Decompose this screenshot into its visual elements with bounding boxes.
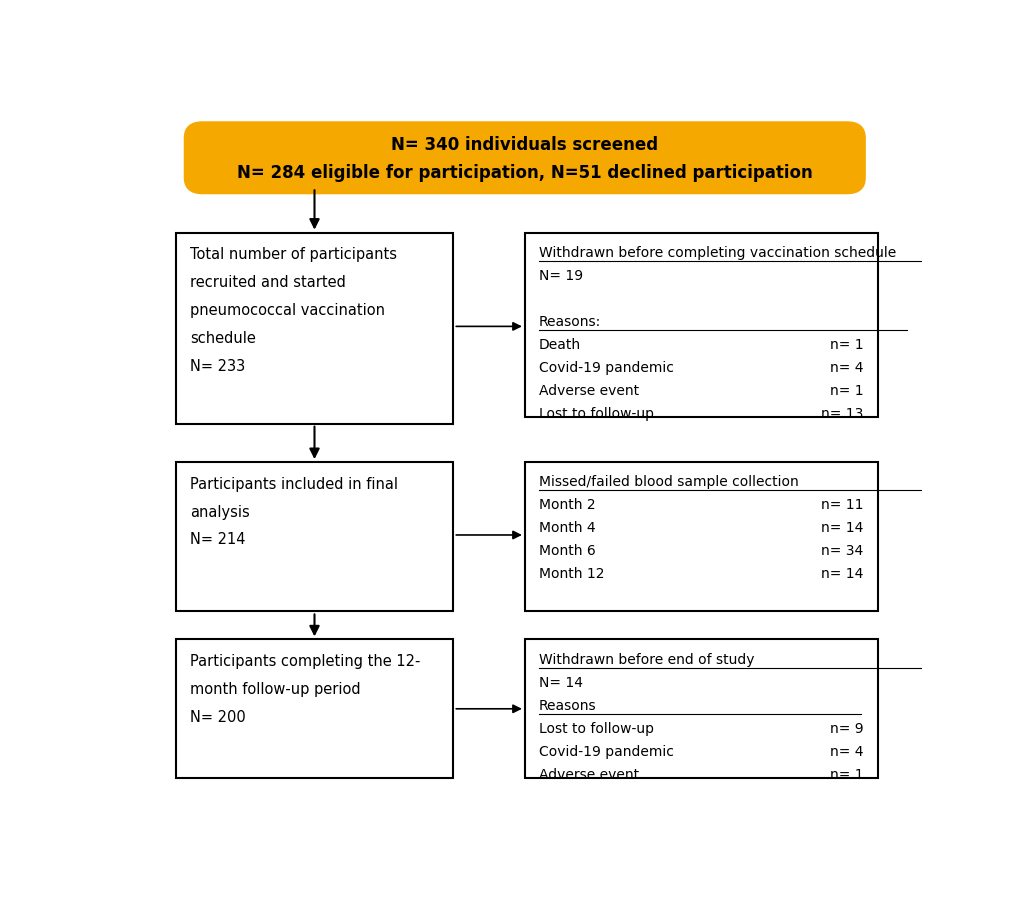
Text: Reasons:: Reasons: <box>539 315 601 328</box>
Text: n= 34: n= 34 <box>821 544 863 557</box>
FancyBboxPatch shape <box>176 234 454 424</box>
Text: n= 13: n= 13 <box>821 406 863 420</box>
Text: Month 12: Month 12 <box>539 566 604 581</box>
Text: analysis: analysis <box>189 504 250 520</box>
Text: Missed/failed blood sample collection: Missed/failed blood sample collection <box>539 475 799 489</box>
FancyBboxPatch shape <box>185 124 864 194</box>
Text: N= 284 eligible for participation, N=51 declined participation: N= 284 eligible for participation, N=51 … <box>237 163 813 181</box>
Text: Covid-19 pandemic: Covid-19 pandemic <box>539 361 674 374</box>
Text: n= 14: n= 14 <box>821 566 863 581</box>
Text: N= 200: N= 200 <box>189 709 246 724</box>
Text: Covid-19 pandemic: Covid-19 pandemic <box>539 744 674 758</box>
Text: Lost to follow-up: Lost to follow-up <box>539 406 654 420</box>
Text: n= 11: n= 11 <box>821 498 863 511</box>
Text: Withdrawn before completing vaccination schedule: Withdrawn before completing vaccination … <box>539 245 896 260</box>
Text: N= 14: N= 14 <box>539 675 583 689</box>
Text: Participants completing the 12-: Participants completing the 12- <box>189 653 420 668</box>
Text: Death: Death <box>539 337 582 352</box>
Text: Lost to follow-up: Lost to follow-up <box>539 721 654 735</box>
Text: N= 19: N= 19 <box>539 269 584 282</box>
Text: Total number of participants: Total number of participants <box>189 247 397 262</box>
Text: N= 233: N= 233 <box>189 358 245 373</box>
Text: Withdrawn before end of study: Withdrawn before end of study <box>539 652 755 666</box>
Text: n= 4: n= 4 <box>830 744 863 758</box>
Text: n= 1: n= 1 <box>830 383 863 397</box>
Text: Participants included in final: Participants included in final <box>189 476 398 492</box>
Text: n= 1: n= 1 <box>830 767 863 780</box>
Text: Adverse event: Adverse event <box>539 767 639 780</box>
Text: n= 14: n= 14 <box>821 520 863 535</box>
Text: N= 214: N= 214 <box>189 532 246 547</box>
Text: Month 4: Month 4 <box>539 520 596 535</box>
Text: recruited and started: recruited and started <box>189 275 346 290</box>
Text: n= 1: n= 1 <box>830 337 863 352</box>
FancyBboxPatch shape <box>176 640 454 778</box>
Text: Adverse event: Adverse event <box>539 383 639 397</box>
Text: pneumococcal vaccination: pneumococcal vaccination <box>189 303 385 318</box>
Text: Month 2: Month 2 <box>539 498 596 511</box>
FancyBboxPatch shape <box>524 640 878 778</box>
Text: n= 9: n= 9 <box>830 721 863 735</box>
Text: N= 340 individuals screened: N= 340 individuals screened <box>391 135 658 153</box>
Text: n= 4: n= 4 <box>830 361 863 374</box>
FancyBboxPatch shape <box>524 463 878 612</box>
Text: schedule: schedule <box>189 330 256 345</box>
Text: Month 6: Month 6 <box>539 544 596 557</box>
FancyBboxPatch shape <box>176 463 454 612</box>
FancyBboxPatch shape <box>524 234 878 418</box>
Text: Reasons: Reasons <box>539 698 597 712</box>
Text: month follow-up period: month follow-up period <box>189 681 360 696</box>
